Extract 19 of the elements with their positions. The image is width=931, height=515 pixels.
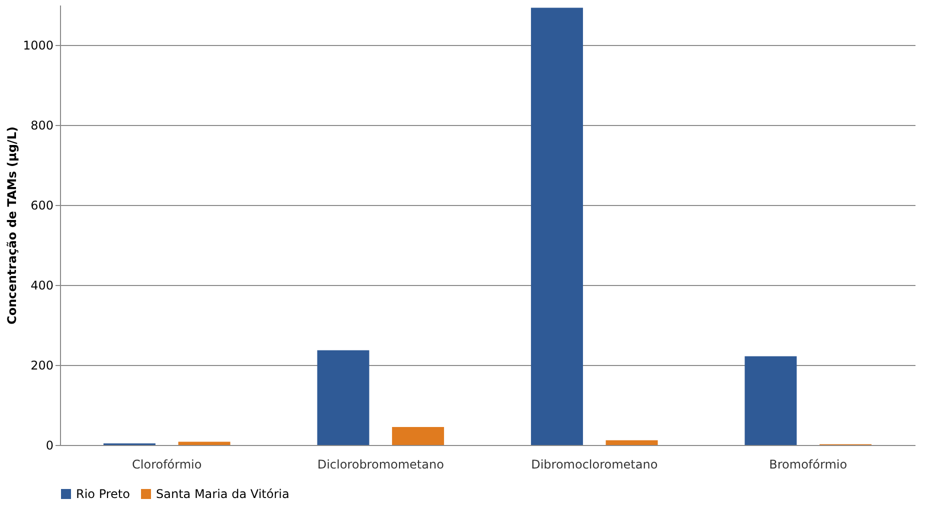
y-tick-label: 0 [46, 438, 54, 452]
x-tick-label: Dibromoclorometano [531, 458, 658, 472]
y-axis-title: Concentração de TAMs (µg/L) [4, 126, 19, 324]
bar [744, 356, 797, 445]
y-tick-label: 800 [30, 118, 54, 132]
bar [317, 350, 370, 445]
bar [530, 8, 583, 445]
legend-label: Santa Maria da Vitória [156, 487, 290, 501]
x-tick-label: Clorofórmio [132, 458, 202, 472]
bar [178, 442, 230, 445]
y-tick-label: 400 [30, 278, 54, 292]
legend-label: Rio Preto [76, 487, 130, 501]
y-tick-label: 200 [30, 358, 54, 372]
bar [606, 440, 658, 445]
y-tick-label: 1000 [22, 38, 54, 52]
bar [392, 427, 444, 445]
y-tick-label: 600 [30, 198, 54, 212]
x-tick-label: Diclorobromometano [317, 458, 444, 472]
x-tick-label: Bromofórmio [769, 458, 848, 472]
